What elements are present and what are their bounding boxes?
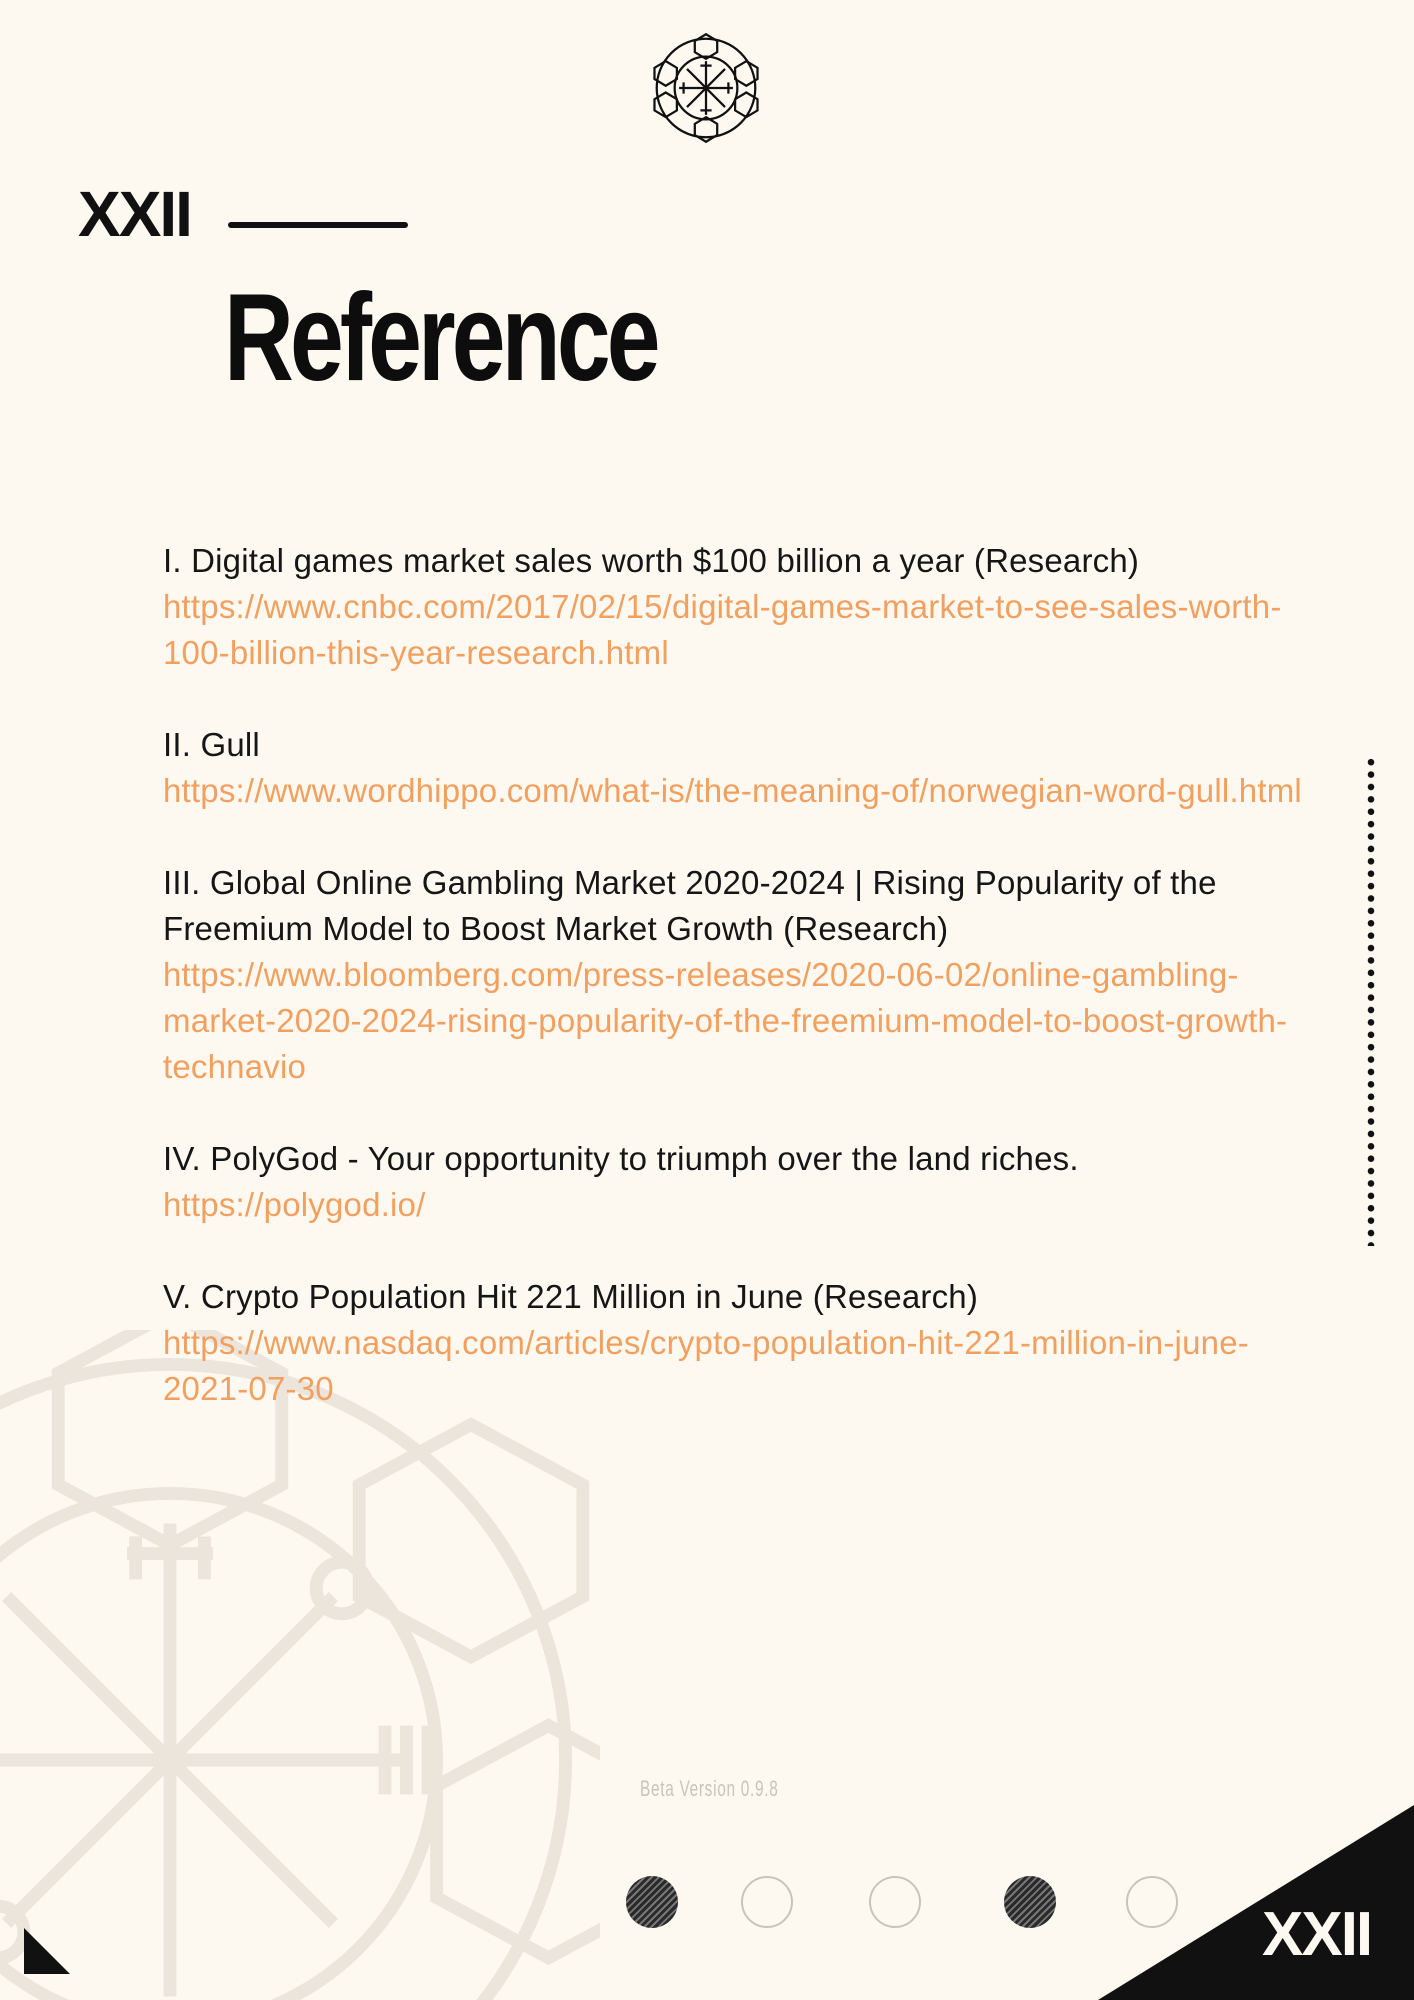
page-dot-filled[interactable] xyxy=(626,1876,678,1928)
reference-link[interactable]: https://polygod.io/ xyxy=(163,1186,426,1223)
reference-item: I. Digital games market sales worth $100… xyxy=(163,538,1323,676)
reference-link[interactable]: https://www.nasdaq.com/articles/crypto-p… xyxy=(163,1324,1249,1407)
chapter-divider xyxy=(228,222,408,228)
chapter-number: XXII xyxy=(78,178,193,250)
version-label: Beta Version 0.9.8 xyxy=(640,1776,779,1801)
page-title: Reference xyxy=(224,269,661,407)
reference-list: I. Digital games market sales worth $100… xyxy=(163,538,1323,1458)
runic-compass-watermark-icon xyxy=(0,1330,600,2000)
reference-link[interactable]: https://www.wordhippo.com/what-is/the-me… xyxy=(163,772,1302,809)
runic-compass-icon xyxy=(653,32,759,144)
reference-item: III. Global Online Gambling Market 2020-… xyxy=(163,860,1323,1090)
dotted-side-rule xyxy=(1366,756,1376,1246)
page-dot-filled[interactable] xyxy=(1004,1876,1056,1928)
reference-item: V. Crypto Population Hit 221 Million in … xyxy=(163,1274,1323,1412)
page-dot-empty[interactable] xyxy=(741,1876,793,1928)
page-dot-empty[interactable] xyxy=(1126,1876,1178,1928)
reference-link[interactable]: https://www.bloomberg.com/press-releases… xyxy=(163,956,1288,1085)
reference-link[interactable]: https://www.cnbc.com/2017/02/15/digital-… xyxy=(163,588,1282,671)
reference-item: IV. PolyGod - Your opportunity to triump… xyxy=(163,1136,1323,1228)
reference-title: I. Digital games market sales worth $100… xyxy=(163,542,1140,579)
reference-title: III. Global Online Gambling Market 2020-… xyxy=(163,864,1217,947)
reference-title: II. Gull xyxy=(163,726,260,763)
reference-title: IV. PolyGod - Your opportunity to triump… xyxy=(163,1140,1079,1177)
corner-triangle-left xyxy=(24,1928,70,1974)
footer-logo: XXII xyxy=(1262,1900,1373,1969)
reference-title: V. Crypto Population Hit 221 Million in … xyxy=(163,1278,979,1315)
corner-triangle-right xyxy=(1098,1805,1414,2000)
reference-item: II. Gull https://www.wordhippo.com/what-… xyxy=(163,722,1323,814)
page-dot-empty[interactable] xyxy=(869,1876,921,1928)
